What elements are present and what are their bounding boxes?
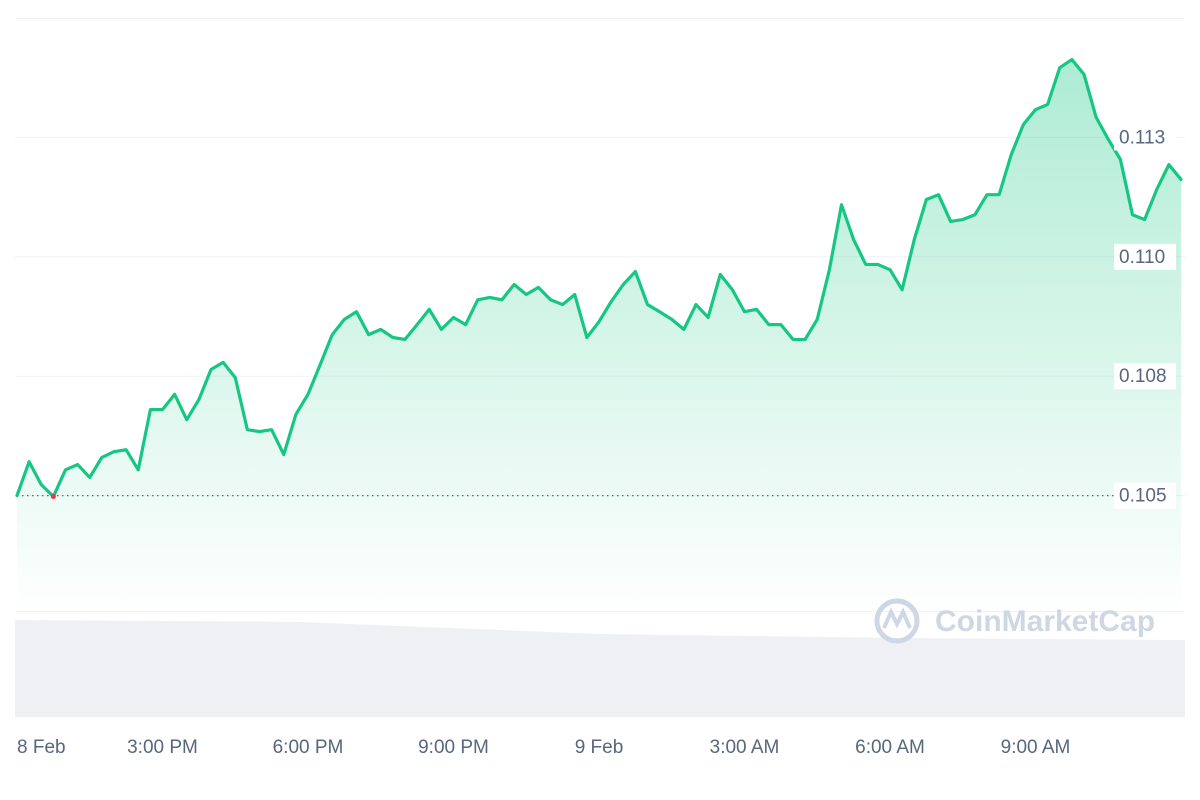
y-tick-label: 0.113 <box>1119 127 1165 148</box>
volume-area <box>15 620 1185 717</box>
price-area <box>17 59 1181 616</box>
x-tick-label: 6:00 PM <box>273 737 344 758</box>
y-tick-label-bg <box>1114 482 1176 509</box>
x-tick-label: 6:00 AM <box>855 737 925 758</box>
y-tick-label: 0.108 <box>1119 366 1167 387</box>
y-tick-label: 0.105 <box>1119 486 1167 507</box>
label-layer: 0.105 0.108 0.110 0.113 8 Feb 3:00 PM 6:00 PM 9… <box>17 124 1176 758</box>
y-tick-label-bg <box>1114 243 1176 270</box>
low-point <box>50 494 56 500</box>
x-tick-label: 3:00 PM <box>127 737 198 758</box>
x-tick-label: 9 Feb <box>575 737 624 758</box>
y-tick-label-bg <box>1114 124 1176 151</box>
y-tick-label: 0.110 <box>1119 247 1165 268</box>
price-line <box>15 57 1183 499</box>
x-tick-label: 3:00 AM <box>710 737 780 758</box>
x-tick-label: 9:00 AM <box>1001 737 1071 758</box>
x-tick-label: 8 Feb <box>17 737 66 758</box>
plot-layer <box>15 57 1183 616</box>
y-tick-label-bg <box>1114 363 1176 390</box>
x-tick-label: 9:00 PM <box>418 737 489 758</box>
